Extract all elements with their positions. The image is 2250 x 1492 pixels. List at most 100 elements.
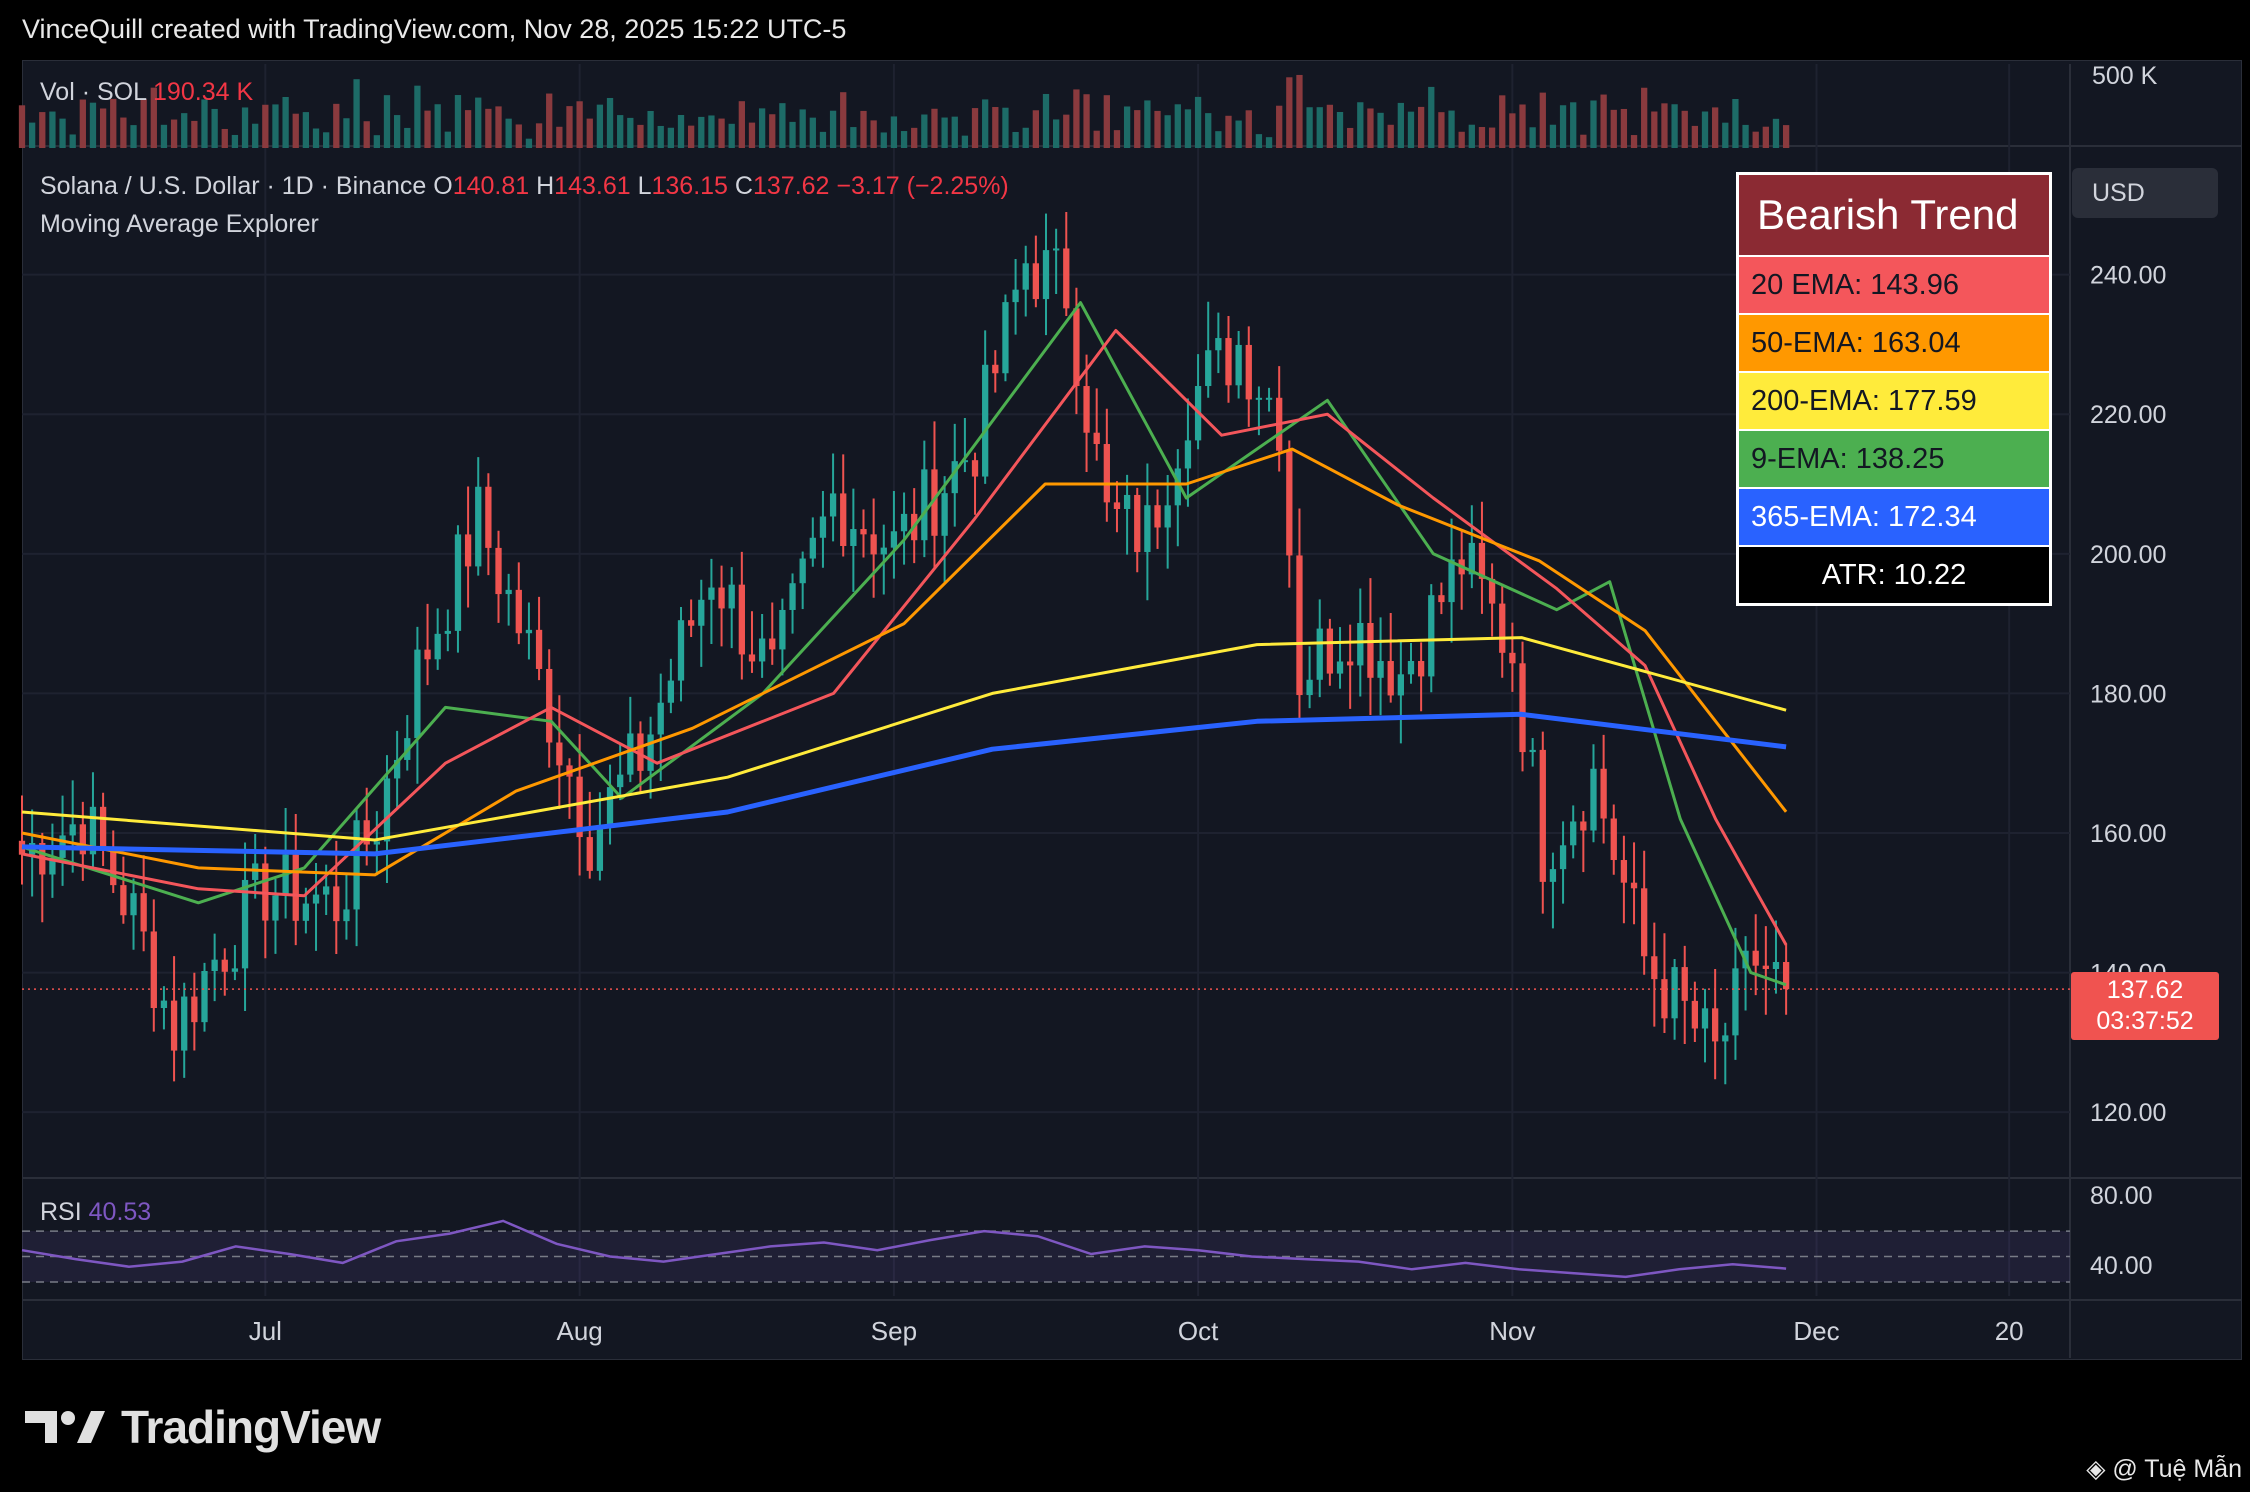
candle-body xyxy=(769,638,776,650)
volume-bar xyxy=(1336,112,1344,148)
volume-bar xyxy=(89,102,97,148)
low-label: L xyxy=(637,172,652,200)
candle-body xyxy=(779,609,786,650)
candle-body xyxy=(1225,338,1232,386)
candle-body xyxy=(1509,652,1516,664)
volume-bar xyxy=(1032,110,1040,148)
volume-bar xyxy=(1235,120,1242,148)
volume-bar xyxy=(1539,92,1546,148)
volume-bar xyxy=(1063,114,1070,148)
volume-bar xyxy=(1225,115,1232,148)
volume-bar xyxy=(1438,112,1445,148)
volume-bar xyxy=(546,93,553,148)
volume-bar xyxy=(698,116,705,148)
candle-body xyxy=(1752,950,1759,966)
volume-bar xyxy=(515,124,522,148)
candle-body xyxy=(464,534,472,567)
candle-body xyxy=(241,879,249,969)
candle-body xyxy=(799,558,806,584)
x-tick-label: Nov xyxy=(1489,1316,1535,1346)
volume-bar xyxy=(1772,118,1780,148)
volume-bar xyxy=(363,121,370,148)
candle-body xyxy=(292,854,299,921)
candle-body xyxy=(1316,628,1323,680)
candle-body xyxy=(809,537,816,559)
candle-body xyxy=(1712,1008,1719,1042)
candle-body xyxy=(1468,542,1475,575)
currency-button[interactable]: USD xyxy=(2072,168,2218,218)
volume-bar xyxy=(1630,135,1638,148)
volume-bar xyxy=(596,104,604,148)
volume-bar xyxy=(1326,104,1334,148)
volume-bar xyxy=(1083,94,1090,148)
x-tick-label: Oct xyxy=(1178,1316,1219,1346)
volume-bar xyxy=(201,99,208,148)
volume-bar xyxy=(211,108,218,148)
candle-body xyxy=(1671,967,1678,1019)
x-tick-label: Aug xyxy=(556,1316,602,1346)
candle-body xyxy=(840,493,847,546)
candle-body xyxy=(363,820,370,845)
candle-body xyxy=(1113,502,1121,509)
candle-body xyxy=(475,486,482,567)
candle-body xyxy=(1397,674,1404,696)
volume-bar xyxy=(49,111,56,148)
volume-bar xyxy=(505,118,512,148)
volume-bar xyxy=(667,127,675,148)
candle-body xyxy=(617,774,624,788)
candle-body xyxy=(454,534,462,631)
volume-bar xyxy=(1205,113,1212,148)
candle-body xyxy=(272,895,279,921)
volume-bar xyxy=(1448,110,1455,148)
ema50-row: 50-EMA: 163.04 xyxy=(1739,315,2049,373)
y-tick-label: 180.00 xyxy=(2090,680,2166,708)
volume-bar xyxy=(221,128,228,148)
volume-bar xyxy=(1782,125,1790,148)
volume-bar xyxy=(170,119,178,148)
volume-bar xyxy=(708,115,715,148)
close-value: 137.62 xyxy=(752,172,830,200)
volume-bar xyxy=(1590,100,1597,148)
symbol-name[interactable]: Solana / U.S. Dollar · 1D · Binance xyxy=(40,172,427,200)
volume-bar xyxy=(1387,124,1394,148)
candle-body xyxy=(1661,979,1668,1019)
candle-body xyxy=(1641,888,1648,957)
indicator-title[interactable]: Moving Average Explorer xyxy=(40,210,319,238)
volume-bar xyxy=(1712,107,1719,148)
candle-body xyxy=(1600,768,1607,819)
volume-bar xyxy=(272,104,279,148)
volume-bar xyxy=(120,117,127,148)
candle-body xyxy=(1701,1008,1709,1029)
candle-body xyxy=(1620,860,1628,883)
candle-body xyxy=(1235,344,1242,386)
rsi-value: 40.53 xyxy=(88,1198,152,1226)
volume-bar xyxy=(454,95,462,148)
y-tick-label: 120.00 xyxy=(2090,1099,2166,1127)
candle-body xyxy=(393,759,401,779)
candle-body xyxy=(1134,494,1141,553)
candle-body xyxy=(921,469,928,541)
tradingview-logo[interactable]: TradingView xyxy=(25,1400,381,1454)
candle-body xyxy=(1367,623,1374,678)
candle-body xyxy=(1042,250,1050,300)
candle-body xyxy=(495,547,502,595)
candle-body xyxy=(1103,444,1110,503)
volume-bar xyxy=(941,117,948,148)
volume-bar xyxy=(1174,104,1181,148)
ema-line xyxy=(21,711,1787,857)
candle-body xyxy=(1539,749,1546,882)
candle-body xyxy=(1570,821,1577,846)
volume-bar xyxy=(1661,103,1668,148)
volume-bar xyxy=(1468,124,1475,148)
volume-bar xyxy=(688,125,695,148)
diamond-icon: ◈ xyxy=(2086,1455,2106,1483)
atr-row: ATR: 10.22 xyxy=(1739,547,2049,603)
volume-bar xyxy=(951,116,958,148)
candle-body xyxy=(1691,1000,1699,1029)
ema-line xyxy=(21,301,1787,987)
volume-bar xyxy=(1306,107,1313,148)
volume-bar xyxy=(383,95,391,148)
volume-bar xyxy=(404,127,411,148)
candle-body xyxy=(69,824,76,836)
